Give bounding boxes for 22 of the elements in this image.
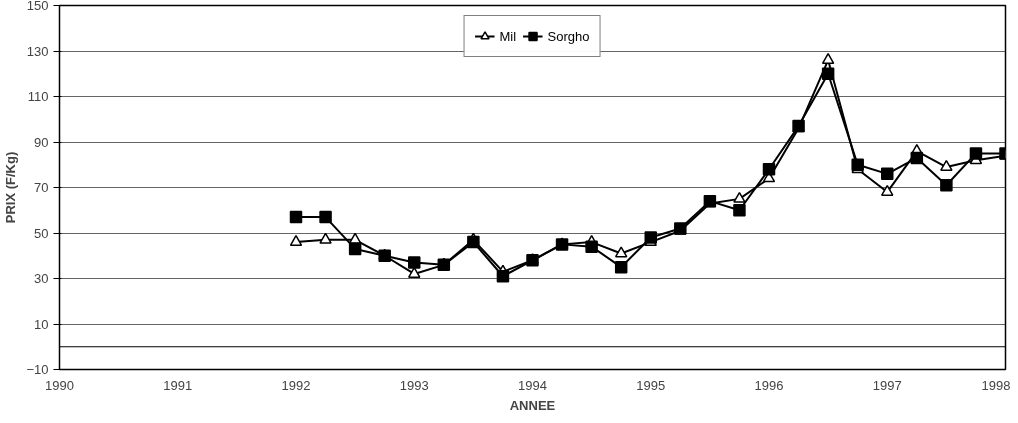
y-tick-label: 110 xyxy=(27,89,49,104)
legend-label: Sorgho xyxy=(547,28,590,44)
y-axis-title: PRIX (F/Kg) xyxy=(3,151,19,224)
x-axis-title: ANNEE xyxy=(509,397,556,413)
x-tick-label: 1995 xyxy=(636,377,666,393)
x-tick-label: 1994 xyxy=(518,377,547,393)
y-tick-label: 70 xyxy=(34,180,49,195)
x-tick-label: 1992 xyxy=(281,377,311,393)
y-tick-label: −10 xyxy=(26,362,49,377)
x-tick-label: 1996 xyxy=(754,377,784,393)
y-tick-label: 90 xyxy=(34,134,49,150)
y-tick-label: 130 xyxy=(26,43,49,59)
y-tick-label: 30 xyxy=(34,271,49,286)
x-tick-label: 1993 xyxy=(399,377,429,393)
x-tick-label: 1990 xyxy=(45,377,74,393)
y-tick-label: 10 xyxy=(34,316,49,332)
y-tick-label: 150 xyxy=(26,0,49,13)
y-tick-label: 50 xyxy=(34,225,49,241)
x-tick-label: 1998 xyxy=(981,377,1011,393)
x-tick-label: 1997 xyxy=(872,377,902,393)
legend-label: Mil xyxy=(499,28,518,44)
x-tick-label: 1991 xyxy=(163,377,193,393)
